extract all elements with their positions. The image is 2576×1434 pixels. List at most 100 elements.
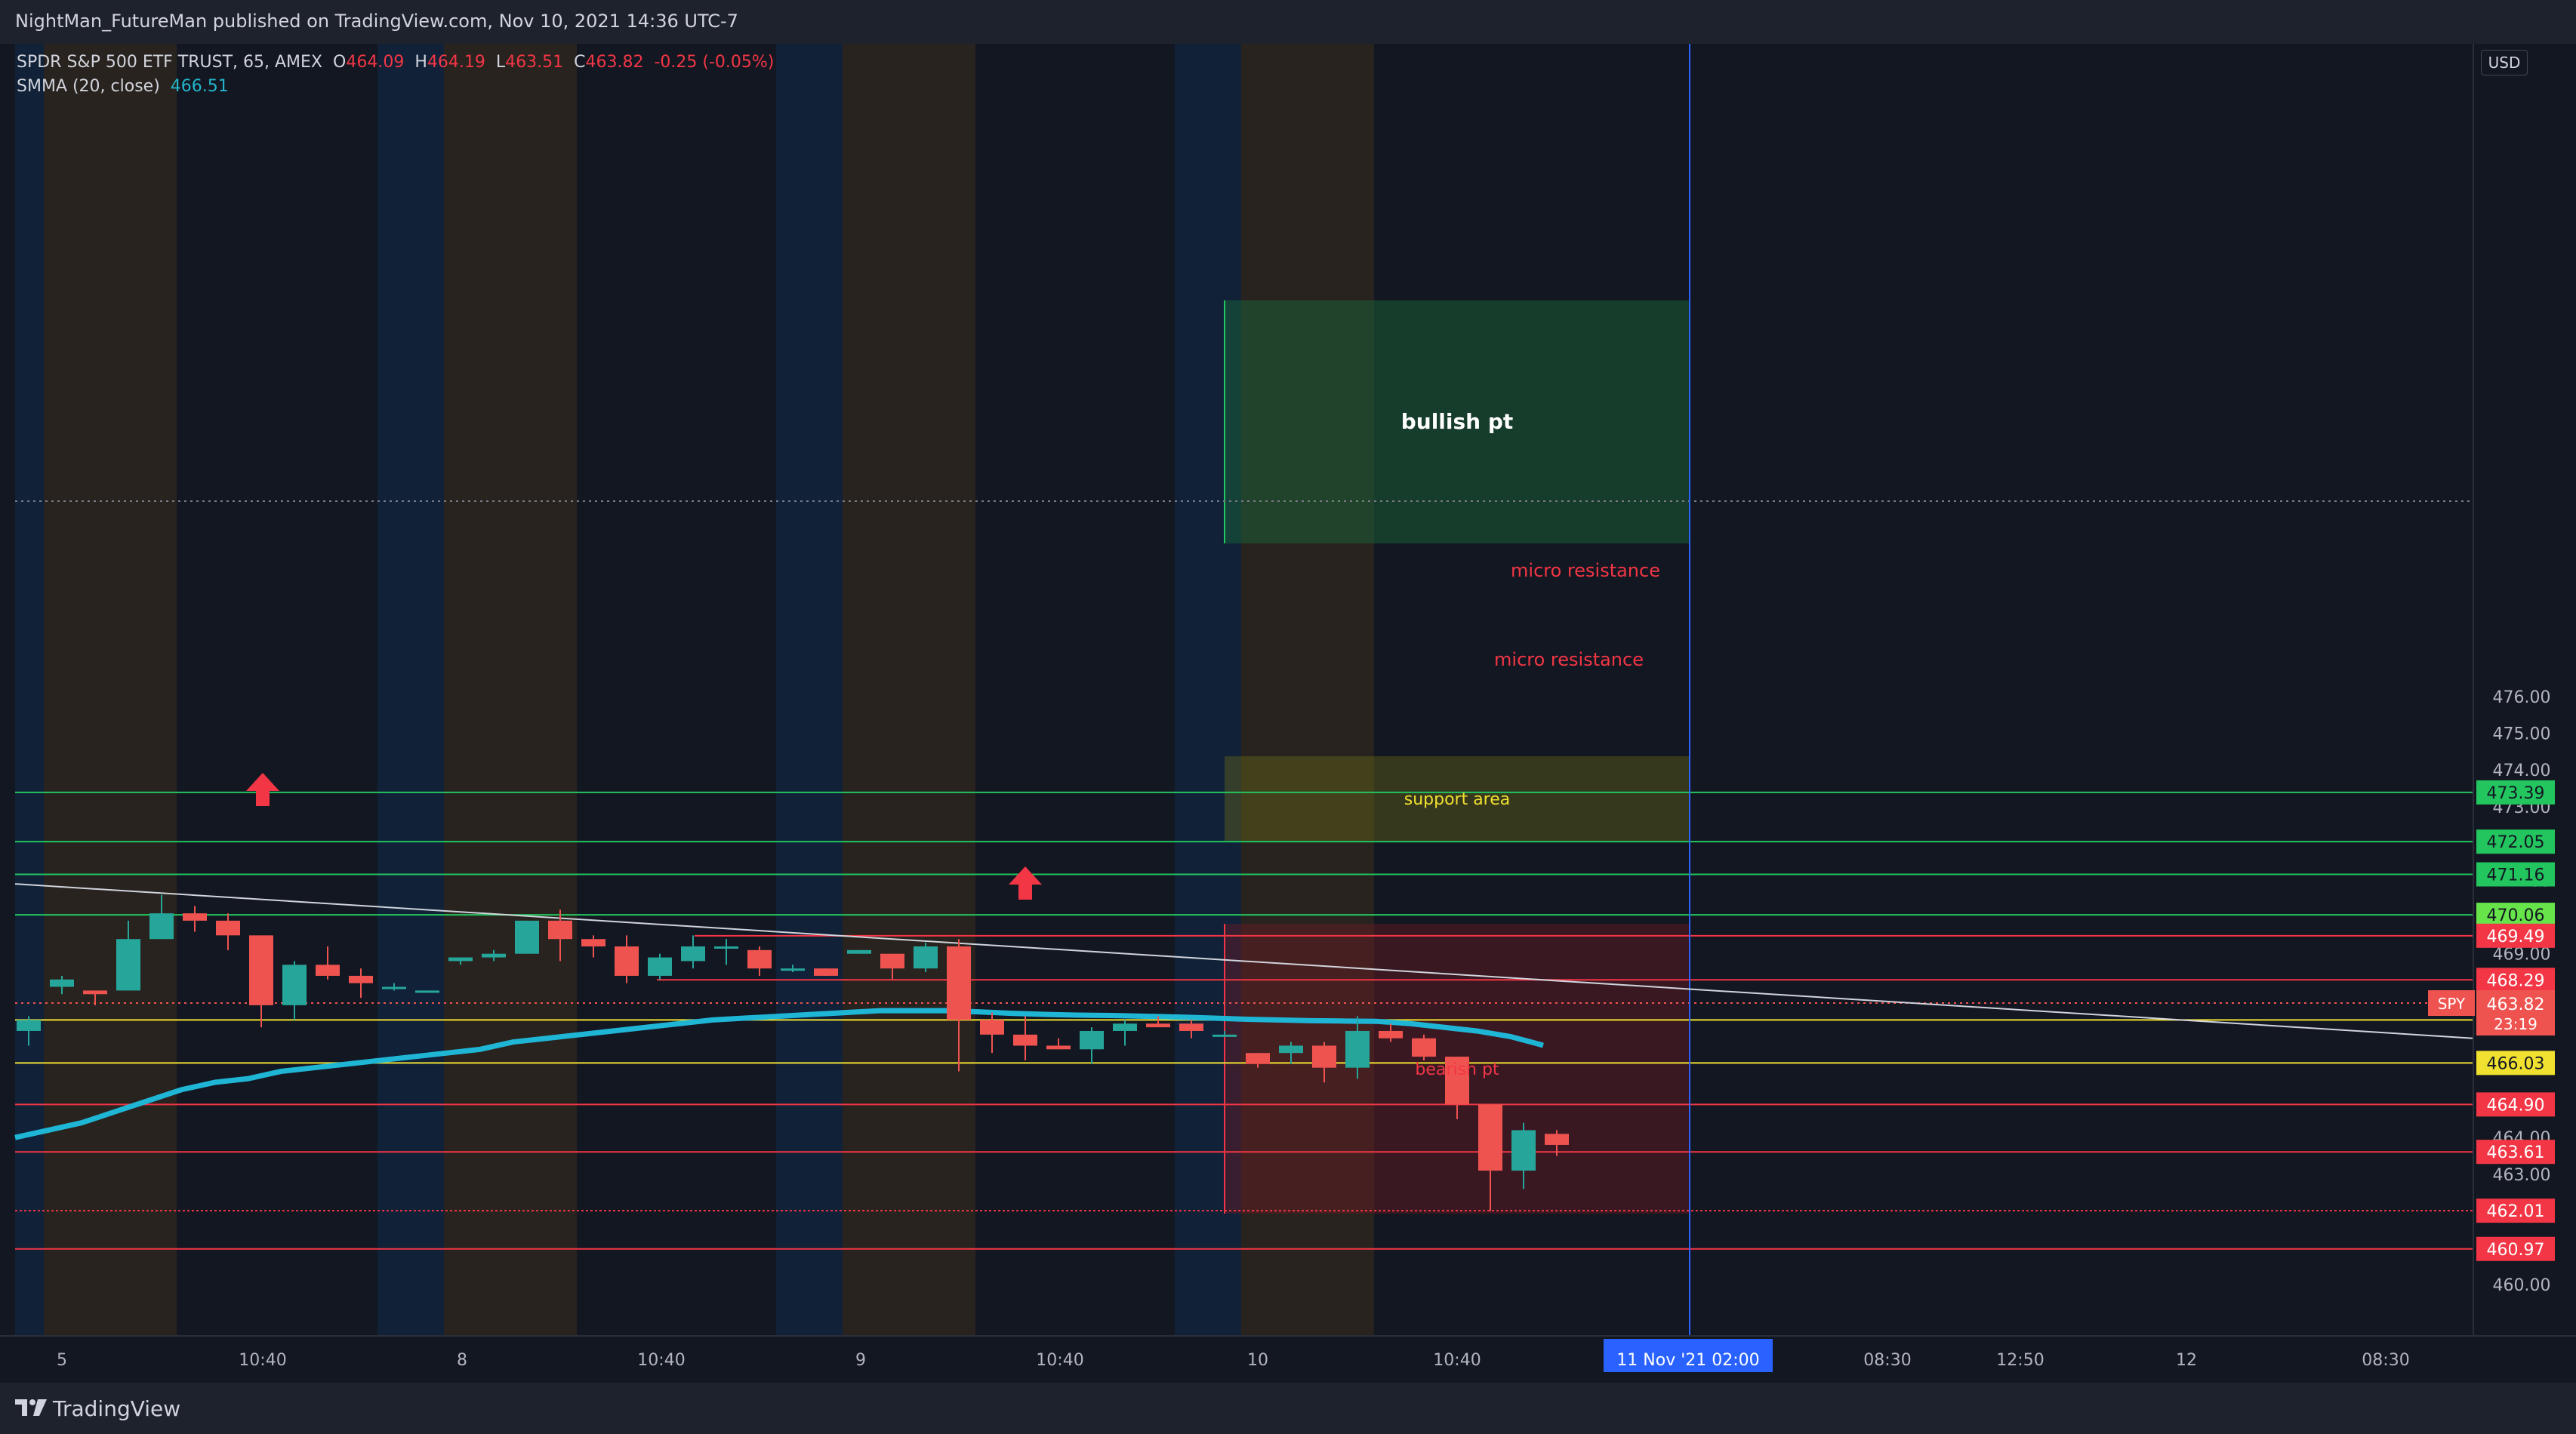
candle[interactable]	[581, 935, 605, 958]
candle[interactable]	[1179, 1020, 1203, 1039]
candle[interactable]	[1412, 1034, 1436, 1060]
time-tick-label: 08:30	[1863, 1351, 1911, 1370]
candle[interactable]	[880, 953, 904, 980]
candle-body	[914, 946, 938, 969]
candle-body	[648, 957, 672, 976]
candle-body	[615, 946, 639, 976]
support-zone[interactable]	[1225, 756, 1690, 841]
candle[interactable]	[415, 990, 439, 993]
price-tick-label: 460.00	[2493, 1276, 2551, 1295]
candle[interactable]	[714, 939, 738, 965]
candle[interactable]	[316, 946, 340, 980]
symbol-name: SPDR S&P 500 ETF TRUST, 65, AMEX	[17, 53, 323, 72]
footer-bar: TradingView	[0, 1383, 2576, 1434]
candle[interactable]	[1478, 1104, 1502, 1211]
candle[interactable]	[1511, 1122, 1536, 1189]
candle[interactable]	[1312, 1042, 1336, 1083]
support-area-label: support area	[1404, 790, 1511, 809]
candle[interactable]	[1279, 1042, 1303, 1064]
level-price-tag	[2476, 780, 2555, 805]
candle[interactable]	[681, 935, 705, 969]
candle[interactable]	[1445, 1057, 1469, 1119]
high-value: 464.19	[427, 53, 485, 72]
candle-body	[1080, 1030, 1104, 1050]
tradingview-logo-icon	[15, 1399, 47, 1416]
candle-body	[448, 957, 473, 962]
candle-body	[116, 939, 140, 991]
candle[interactable]	[1213, 1030, 1237, 1037]
candle[interactable]	[282, 961, 307, 1020]
candle-body	[1146, 1023, 1170, 1028]
publish-line: NightMan_FutureMan published on TradingV…	[15, 11, 738, 32]
close-label: C	[574, 53, 586, 72]
candle[interactable]	[648, 953, 672, 980]
candle-body	[515, 920, 539, 954]
candle[interactable]	[149, 894, 174, 940]
candle[interactable]	[914, 943, 938, 973]
time-axis[interactable]	[0, 1336, 2576, 1383]
candle[interactable]	[183, 906, 207, 932]
level-price-tag	[2476, 1092, 2555, 1117]
price-tick-label: 474.00	[2493, 762, 2551, 780]
up-arrow-icon	[1009, 866, 1042, 900]
candle[interactable]	[50, 975, 74, 995]
time-tick-label: 12	[2176, 1351, 2197, 1370]
descending-trendline[interactable]	[14, 883, 2474, 1039]
candle[interactable]	[747, 946, 772, 976]
indicator-legend[interactable]: SMMA (20, close) 466.51	[17, 77, 229, 96]
currency-button[interactable]: USD	[2481, 50, 2528, 75]
candle[interactable]	[1146, 1016, 1170, 1028]
candle[interactable]	[615, 935, 639, 983]
candle[interactable]	[980, 1012, 1004, 1054]
candle-body	[847, 949, 871, 954]
bullish-zone[interactable]	[1225, 300, 1690, 543]
candle[interactable]	[1046, 1038, 1071, 1050]
candle[interactable]	[116, 920, 140, 991]
candle[interactable]	[382, 983, 406, 991]
price-axis[interactable]	[2473, 44, 2576, 1336]
candle[interactable]	[947, 939, 971, 1072]
candle[interactable]	[17, 1016, 41, 1046]
candle[interactable]	[216, 913, 240, 950]
level-price-tag-label: 473.39	[2487, 784, 2545, 803]
candle[interactable]	[515, 920, 539, 954]
candle-body	[50, 979, 74, 987]
price-tick-label: 469.00	[2493, 946, 2551, 965]
last-price-symbol: SPY	[2438, 995, 2466, 1013]
level-price-tag-label: 466.03	[2487, 1054, 2545, 1073]
candle[interactable]	[448, 957, 473, 965]
candle[interactable]	[1545, 1130, 1569, 1156]
candle[interactable]	[1379, 1023, 1403, 1042]
candle[interactable]	[814, 968, 838, 976]
candle[interactable]	[781, 965, 805, 973]
level-price-tag-label: 472.05	[2487, 833, 2545, 852]
candle-body	[548, 920, 572, 940]
candle[interactable]	[482, 949, 506, 962]
candle[interactable]	[83, 990, 107, 1005]
candle[interactable]	[1246, 1053, 1270, 1068]
candle[interactable]	[1345, 1016, 1370, 1079]
candle[interactable]	[349, 968, 373, 999]
candle-body	[714, 946, 738, 949]
candle[interactable]	[847, 949, 871, 954]
candle[interactable]	[1113, 1020, 1137, 1046]
smma-value: 466.51	[170, 77, 229, 96]
level-price-tag	[2476, 968, 2555, 992]
candle[interactable]	[249, 935, 273, 1028]
candle-body	[482, 953, 506, 958]
level-price-tag-label: 468.29	[2487, 971, 2545, 990]
candle-body	[382, 986, 406, 989]
candle[interactable]	[1080, 1027, 1104, 1064]
level-price-tag-label: 469.49	[2487, 928, 2545, 946]
price-tick-label: 476.00	[2493, 688, 2551, 707]
level-price-tag-label: 462.01	[2487, 1202, 2545, 1221]
candles	[17, 894, 1569, 1211]
candle[interactable]	[1013, 1016, 1037, 1060]
time-tick-label: 8	[457, 1351, 467, 1370]
level-price-tag-label: 460.97	[2487, 1241, 2545, 1260]
candle-body	[249, 935, 273, 1005]
symbol-legend[interactable]: SPDR S&P 500 ETF TRUST, 65, AMEX O464.09…	[17, 53, 774, 72]
candle[interactable]	[548, 909, 572, 962]
candle-body	[1412, 1038, 1436, 1057]
